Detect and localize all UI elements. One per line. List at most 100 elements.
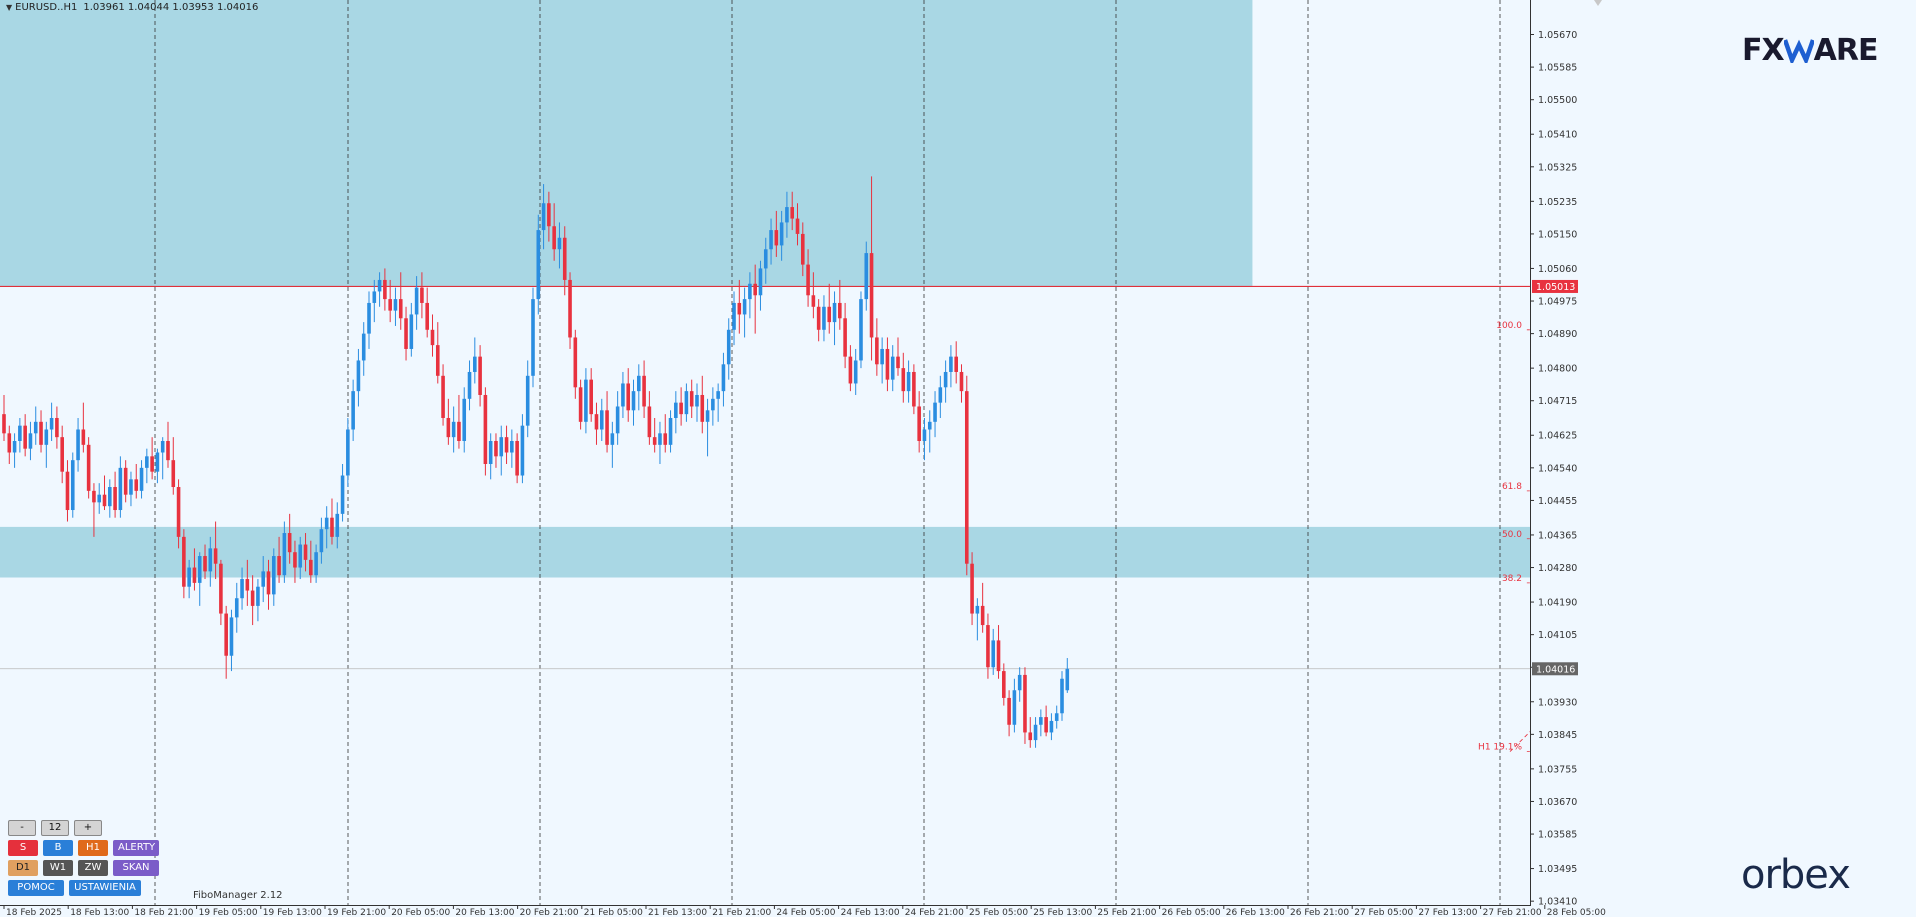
price-axis-background: [1531, 0, 1916, 917]
candle-body: [234, 598, 239, 618]
candle-body: [531, 299, 535, 376]
candle-body: [250, 590, 255, 606]
candle-body: [176, 487, 181, 537]
y-tick-label: 1.03845: [1538, 730, 1577, 741]
y-tick-label: 1.05410: [1538, 130, 1577, 141]
candle-body: [975, 605, 980, 614]
ohlc-values: 1.03961 1.04044 1.03953 1.04016: [83, 2, 259, 13]
help-button[interactable]: POMOC: [8, 880, 64, 896]
y-tick-label: 1.05235: [1538, 197, 1577, 208]
candle-body: [763, 249, 768, 269]
candle-body: [700, 394, 705, 422]
candle-body: [1007, 697, 1011, 725]
candle-body: [800, 233, 805, 265]
candle-body: [520, 425, 525, 476]
candle-body: [86, 444, 91, 491]
candle-body: [488, 440, 493, 465]
buy-button[interactable]: B: [43, 840, 73, 856]
zw-button[interactable]: ZW: [78, 860, 108, 876]
candle-body: [102, 494, 107, 507]
candle-body: [758, 268, 763, 296]
candle-body: [943, 371, 948, 388]
candle-body: [742, 299, 747, 315]
symbol-label: EURUSD..H1: [15, 2, 78, 13]
candle-body: [859, 299, 863, 361]
candle-body: [510, 440, 514, 453]
y-tick-label: 1.04540: [1538, 463, 1577, 474]
candle-body: [92, 490, 96, 503]
panel-row-2: S B H1 ALERTY: [8, 840, 159, 856]
y-tick-label: 1.05585: [1538, 63, 1577, 74]
candle-body: [33, 421, 38, 434]
timeframe-d1-button[interactable]: D1: [8, 860, 38, 876]
candle-body: [261, 571, 266, 587]
decrement-button[interactable]: -: [8, 820, 36, 836]
candle-body: [795, 218, 800, 234]
candle-body: [1017, 674, 1022, 691]
candle-body: [1023, 674, 1027, 733]
y-tick-label: 1.05670: [1538, 30, 1577, 41]
candle-body: [890, 356, 895, 380]
y-tick-label: 1.03410: [1538, 897, 1577, 908]
candle-body: [674, 402, 678, 418]
y-tick-label: 1.05500: [1538, 95, 1577, 106]
increment-button[interactable]: +: [74, 820, 102, 836]
candle-body: [330, 517, 334, 537]
price-label-box: [1532, 662, 1578, 676]
candle-body: [70, 460, 75, 511]
x-tick-label: 25 Feb 21:00: [1097, 908, 1156, 917]
count-field[interactable]: 12: [41, 820, 69, 836]
candle-body: [922, 429, 927, 441]
candle-body: [467, 371, 472, 399]
candle-body: [642, 375, 646, 407]
timeframe-h1-button[interactable]: H1: [78, 840, 108, 856]
candle-body: [504, 437, 509, 453]
x-tick-label: 19 Feb 05:00: [199, 908, 258, 917]
candle-body: [695, 394, 699, 407]
candle-body: [404, 318, 408, 349]
candle-body: [23, 425, 27, 449]
candle-body: [1060, 678, 1064, 714]
collapse-triangle-icon[interactable]: ▼: [6, 3, 13, 12]
candle-body: [594, 414, 599, 430]
candle-body: [1028, 732, 1033, 741]
candle-body: [843, 318, 847, 357]
sell-button[interactable]: S: [8, 840, 38, 856]
candle-body: [557, 237, 562, 250]
x-tick-label: 27 Feb 05:00: [1354, 908, 1413, 917]
chart-shift-marker-icon: [1594, 0, 1602, 6]
timeframe-w1-button[interactable]: W1: [43, 860, 73, 876]
candle-body: [832, 302, 837, 323]
alerts-button[interactable]: ALERTY: [113, 840, 159, 856]
candle-body: [726, 329, 731, 365]
candle-body: [637, 375, 641, 392]
candle-body: [494, 440, 498, 457]
candle-body: [457, 421, 461, 441]
candle-body: [668, 417, 673, 445]
price-label: 1.04016: [1536, 664, 1575, 675]
candle-body: [309, 559, 313, 576]
candle-body: [335, 513, 340, 537]
candle-body: [39, 421, 43, 445]
candle-body: [208, 548, 213, 572]
x-tick-label: 20 Feb 05:00: [391, 908, 450, 917]
candle-body: [610, 433, 615, 445]
candle-body: [356, 360, 361, 392]
candle-body: [954, 356, 958, 372]
y-tick-label: 1.03495: [1538, 864, 1577, 875]
candle-body: [12, 440, 17, 453]
candle-body: [446, 417, 451, 438]
settings-button[interactable]: USTAWIENIA: [69, 880, 141, 896]
scan-button[interactable]: SKAN: [113, 860, 159, 876]
y-tick-label: 1.03755: [1538, 764, 1577, 775]
candle-body: [340, 475, 345, 514]
candle-body: [875, 337, 879, 365]
candle-body: [578, 387, 583, 422]
candle-body: [271, 556, 276, 595]
candle-body: [478, 356, 482, 395]
panel-row-1: - 12 +: [8, 820, 159, 836]
candle-body: [134, 479, 139, 491]
chart-header: ▼ EURUSD..H1 1.03961 1.04044 1.03953 1.040…: [6, 2, 258, 13]
candle-body: [155, 452, 160, 472]
